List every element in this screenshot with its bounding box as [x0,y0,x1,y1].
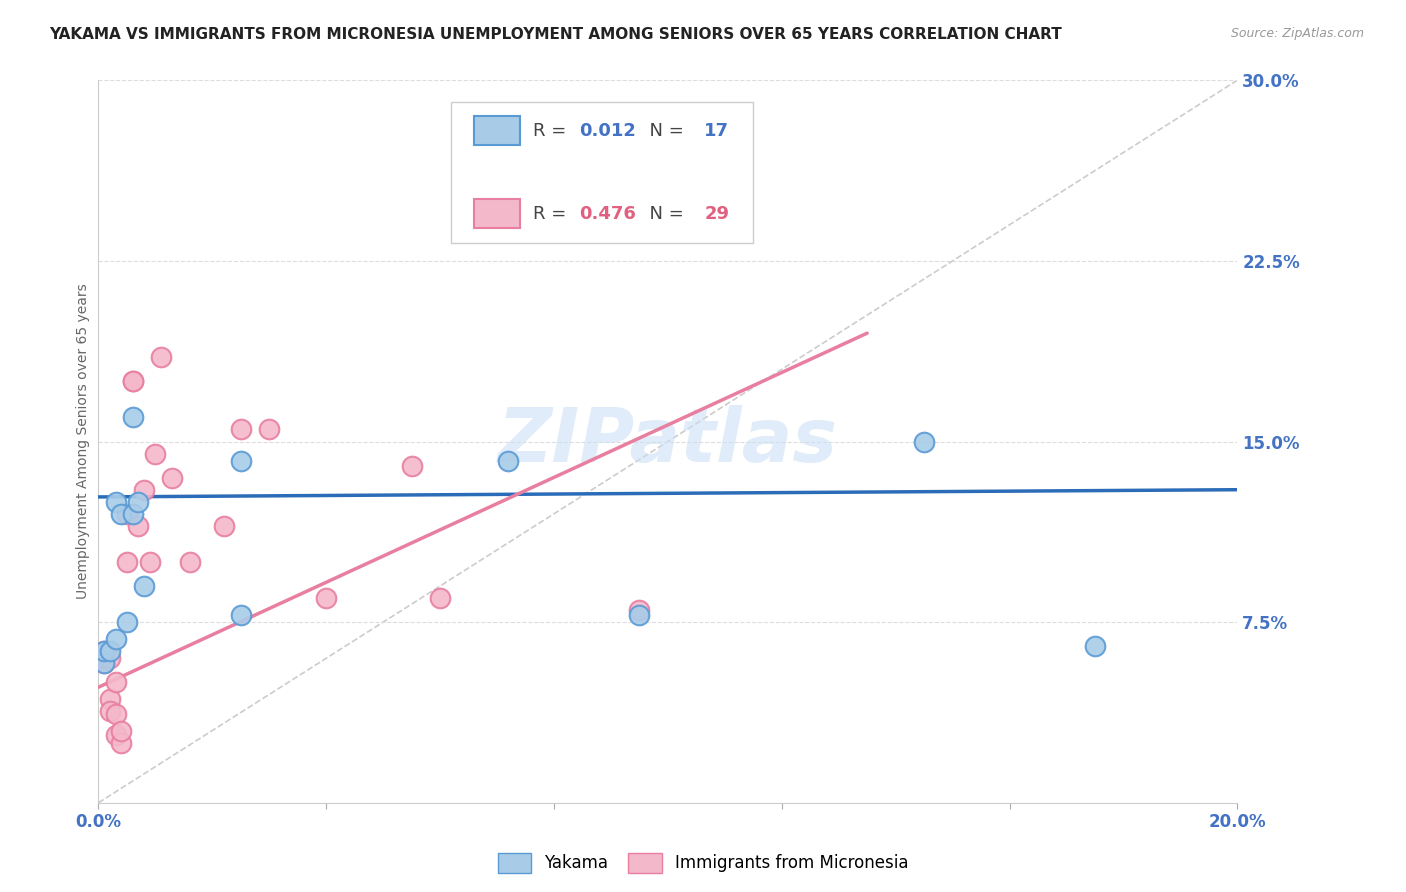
Point [121,410,143,425]
Point [229,454,252,468]
Point [315,591,337,605]
Point [104,632,127,646]
Point [93,656,115,670]
Text: YAKAMA VS IMMIGRANTS FROM MICRONESIA UNEMPLOYMENT AMONG SENIORS OVER 65 YEARS CO: YAKAMA VS IMMIGRANTS FROM MICRONESIA UNE… [49,27,1062,42]
Point [121,507,143,521]
Point [179,555,201,569]
Point [132,579,155,593]
Point [93,644,115,658]
Point [132,483,155,497]
Point [104,728,127,742]
Point [628,607,651,622]
Point [110,735,132,749]
Text: 0.012: 0.012 [579,122,636,140]
Text: N =: N = [638,122,690,140]
Point [229,607,252,622]
Point [98,651,121,665]
Point [150,350,173,364]
Point [110,507,132,521]
Point [93,644,115,658]
Point [138,555,160,569]
Text: R =: R = [533,122,572,140]
Text: 0.476: 0.476 [579,205,636,223]
Point [429,591,451,605]
Point [127,518,149,533]
Point [115,615,138,630]
Point [115,507,138,521]
Point [259,422,281,436]
Text: Source: ZipAtlas.com: Source: ZipAtlas.com [1230,27,1364,40]
Point [110,723,132,738]
Point [162,470,184,484]
Text: R =: R = [533,205,572,223]
Point [1084,639,1107,653]
Point [121,374,143,388]
FancyBboxPatch shape [451,102,754,243]
Point [104,675,127,690]
Point [145,446,167,460]
Point [115,555,138,569]
Text: N =: N = [638,205,690,223]
Point [212,518,235,533]
Point [93,651,115,665]
Point [93,656,115,670]
FancyBboxPatch shape [474,116,520,145]
Point [104,494,127,508]
Text: ZIPatlas: ZIPatlas [498,405,838,478]
Point [401,458,423,473]
Point [498,454,520,468]
Point [229,422,252,436]
Point [98,692,121,706]
Point [628,603,651,617]
Point [98,704,121,718]
Text: 17: 17 [704,122,730,140]
Text: 29: 29 [704,205,730,223]
Point [121,374,143,388]
Point [912,434,935,449]
Legend: Yakama, Immigrants from Micronesia: Yakama, Immigrants from Micronesia [491,847,915,880]
Point [127,494,149,508]
FancyBboxPatch shape [474,200,520,228]
Point [98,644,121,658]
Point [104,706,127,721]
Y-axis label: Unemployment Among Seniors over 65 years: Unemployment Among Seniors over 65 years [76,284,90,599]
